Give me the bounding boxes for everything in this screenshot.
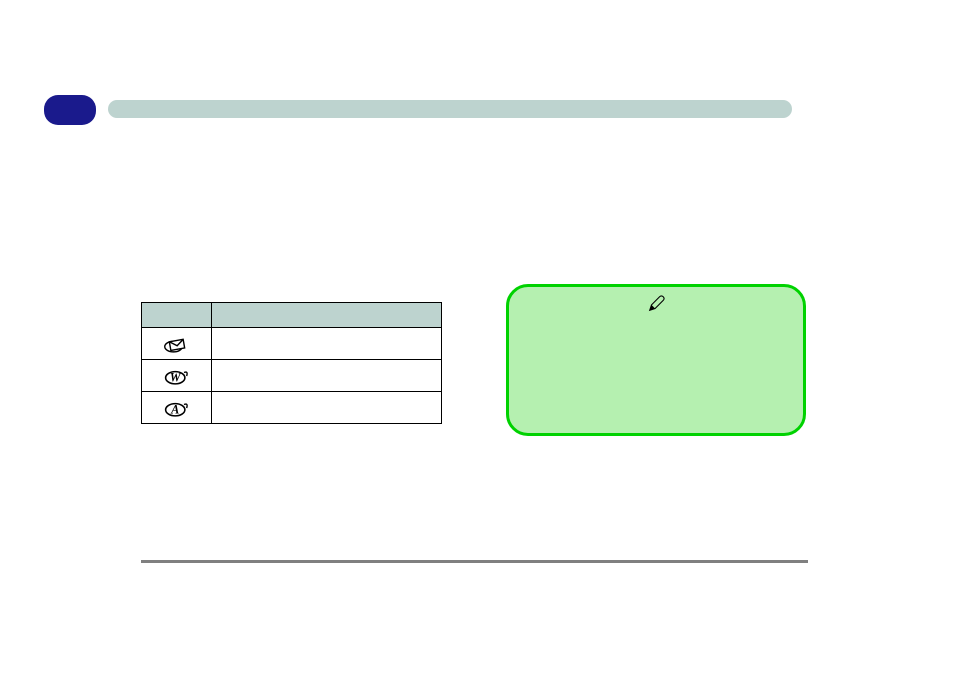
svg-text:A: A — [170, 402, 179, 416]
table-header-row — [142, 303, 442, 328]
desc-cell — [212, 392, 442, 424]
header-bar — [108, 100, 792, 118]
col-desc — [212, 303, 442, 328]
pen-icon — [647, 295, 665, 318]
svg-text:W: W — [169, 370, 181, 384]
note-box — [506, 284, 806, 436]
web-icon-cell: W — [142, 360, 212, 392]
desc-cell — [212, 328, 442, 360]
mail-icon-cell — [142, 328, 212, 360]
footer-rule — [141, 560, 808, 563]
desc-cell — [212, 360, 442, 392]
table-row — [142, 328, 442, 360]
web-icon: W — [163, 367, 191, 384]
app-icon: A — [163, 399, 191, 416]
header-pill — [44, 95, 96, 125]
table-row: A — [142, 392, 442, 424]
mail-icon — [163, 335, 191, 352]
app-icon-cell: A — [142, 392, 212, 424]
icon-table: W A — [141, 302, 442, 424]
col-icon — [142, 303, 212, 328]
table-row: W — [142, 360, 442, 392]
